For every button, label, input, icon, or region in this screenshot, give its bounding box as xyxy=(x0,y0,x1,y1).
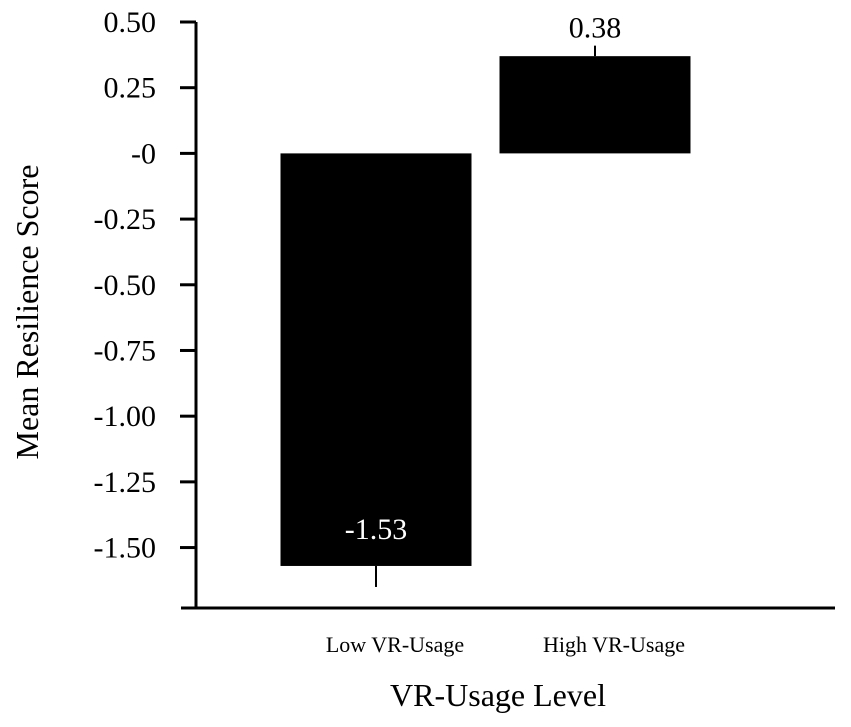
data-label: 0.38 xyxy=(569,12,622,45)
y-tick-label: -0.25 xyxy=(94,203,157,236)
y-tick-label: -1.00 xyxy=(94,400,157,433)
category-label: High VR-Usage xyxy=(543,632,685,657)
bar xyxy=(499,56,691,154)
category-labels: Low VR-Usage High VR-Usage xyxy=(326,632,685,657)
y-axis-title: Mean Resilience Score xyxy=(9,165,45,460)
y-tick-label: -1.50 xyxy=(94,532,157,565)
y-tick-label: -0 xyxy=(131,137,156,170)
bar xyxy=(280,153,472,566)
error-bars xyxy=(375,45,596,587)
data-labels: -1.53 0.38 xyxy=(345,12,622,546)
x-axis-title: VR-Usage Level xyxy=(390,677,606,713)
category-label: Low VR-Usage xyxy=(326,632,464,657)
bars xyxy=(280,56,691,566)
data-label: -1.53 xyxy=(345,513,408,546)
y-axis: 0.50 0.25 -0 -0.25 -0.50 -0.75 -1.00 -1.25 -1.50 xyxy=(94,6,198,608)
y-tick-label: -1.25 xyxy=(94,466,157,499)
y-tick-label: -0.75 xyxy=(94,334,157,367)
y-tick-label: 0.25 xyxy=(104,72,157,105)
y-tick-label: 0.50 xyxy=(104,6,157,39)
y-tick-label: -0.50 xyxy=(94,269,157,302)
